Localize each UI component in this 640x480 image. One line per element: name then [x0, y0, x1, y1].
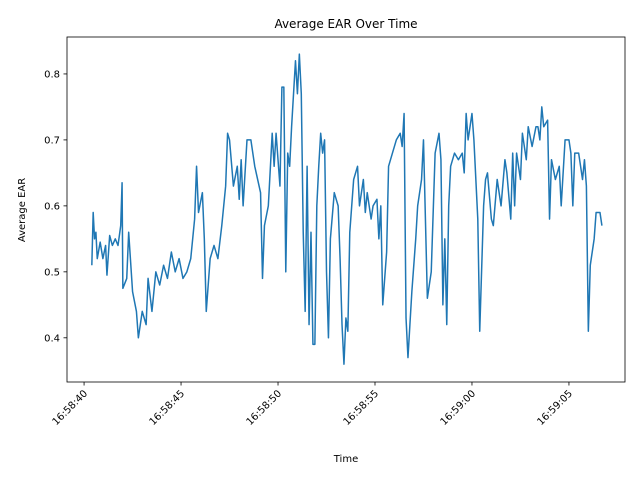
y-tick-label: 0.4 [44, 333, 60, 344]
chart-title: Average EAR Over Time [274, 17, 417, 31]
y-axis-label: Average EAR [17, 178, 28, 242]
x-axis-label: Time [333, 454, 358, 465]
y-tick-label: 0.8 [44, 69, 60, 80]
y-tick-label: 0.6 [44, 201, 60, 212]
y-tick-label: 0.7 [44, 135, 60, 146]
data-line [91, 53, 603, 365]
axes-frame [66, 36, 626, 383]
y-tick-label: 0.5 [44, 267, 60, 278]
